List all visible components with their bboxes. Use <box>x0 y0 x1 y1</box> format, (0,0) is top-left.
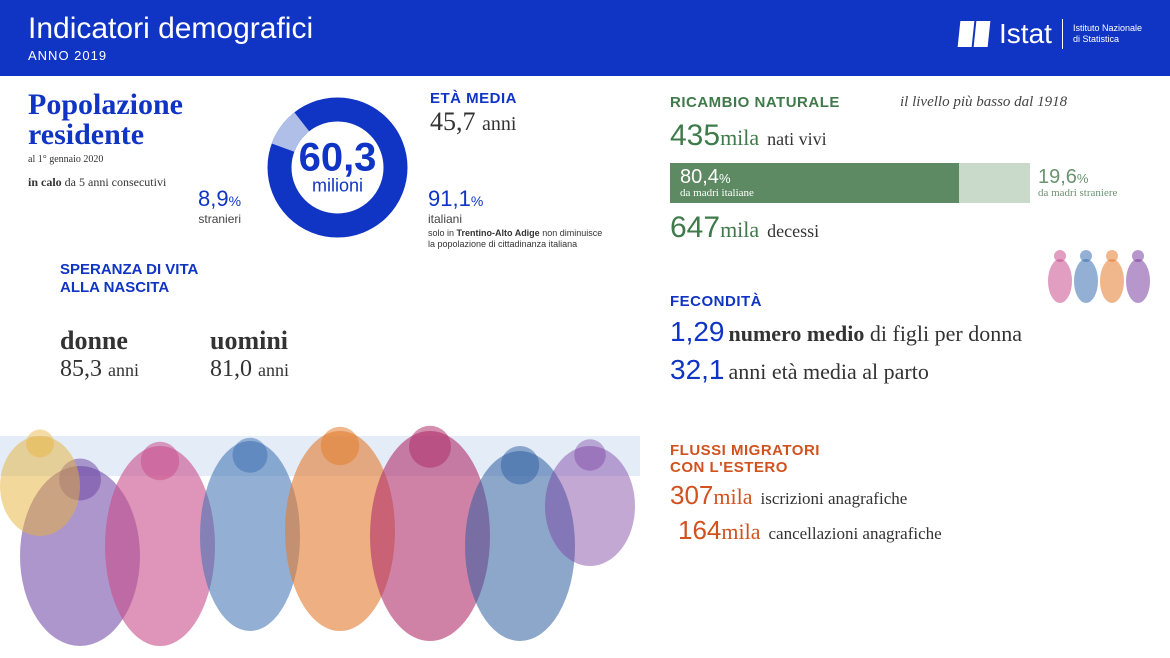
fecondita-line2: 32,1 anni età media al parto <box>670 354 1150 386</box>
flussi-line1: 307mila iscrizioni anagrafiche <box>670 480 1150 511</box>
left-column: Popolazione residente al 1° gennaio 2020… <box>0 76 640 658</box>
page-year: ANNO 2019 <box>28 48 313 63</box>
content: Popolazione residente al 1° gennaio 2020… <box>0 76 1170 658</box>
watercolor-people-icon <box>1040 236 1160 306</box>
bar-right <box>959 163 1030 203</box>
logo-icon <box>959 21 989 47</box>
header-left: Indicatori demografici ANNO 2019 <box>28 12 313 63</box>
ricambio-subtitle: il livello più basso dal 1918 <box>900 94 1067 111</box>
donut-value: 60,3 <box>299 139 377 175</box>
logo-divider <box>1062 19 1063 49</box>
donut-italian-note: solo in Trentino-Alto Adige non diminuis… <box>428 228 608 250</box>
logo: Istat Istituto Nazionale di Statistica <box>959 18 1142 50</box>
eta-media: ETÀ MEDIA 45,7 anni <box>430 90 517 137</box>
donut-center: 60,3 milioni <box>299 139 377 196</box>
life-donne: donne 85,3 anni <box>60 326 139 383</box>
flussi-title: FLUSSI MIGRATORI CON L'ESTERO <box>670 442 1150 476</box>
donut-italian-label: 91,1% italiani solo in Trentino-Alto Adi… <box>428 186 608 250</box>
right-column: RICAMBIO NATURALE il livello più basso d… <box>640 76 1170 658</box>
watercolor-art <box>0 336 640 656</box>
bar-left: 80,4% da madri italiane <box>670 163 959 203</box>
flussi-block: FLUSSI MIGRATORI CON L'ESTERO 307mila is… <box>670 442 1150 546</box>
logo-text: Istat <box>999 18 1052 50</box>
donut-foreign-label: 8,9% stranieri <box>198 186 241 226</box>
fecondita-line1: 1,29 numero medio di figli per donna <box>670 316 1150 348</box>
life-uomini: uomini 81,0 anni <box>210 326 289 383</box>
nati-line: 435mila nati vivi <box>670 119 1150 153</box>
flussi-line2: 164mila cancellazioni anagrafiche <box>678 515 1150 546</box>
bar-right-label: 19,6% da madri straniere <box>1030 163 1117 203</box>
madri-bar: 80,4% da madri italiane 19,6% da madri s… <box>670 163 1130 203</box>
page-title: Indicatori demografici <box>28 12 313 46</box>
logo-subtitle: Istituto Nazionale di Statistica <box>1073 23 1142 45</box>
fecondita-block: FECONDITÀ 1,29 numero medio di figli per… <box>670 293 1150 386</box>
speranza-title: SPERANZA DI VITA ALLA NASCITA <box>60 261 198 297</box>
donut-chart: 60,3 milioni <box>260 90 415 245</box>
header: Indicatori demografici ANNO 2019 Istat I… <box>0 0 1170 76</box>
